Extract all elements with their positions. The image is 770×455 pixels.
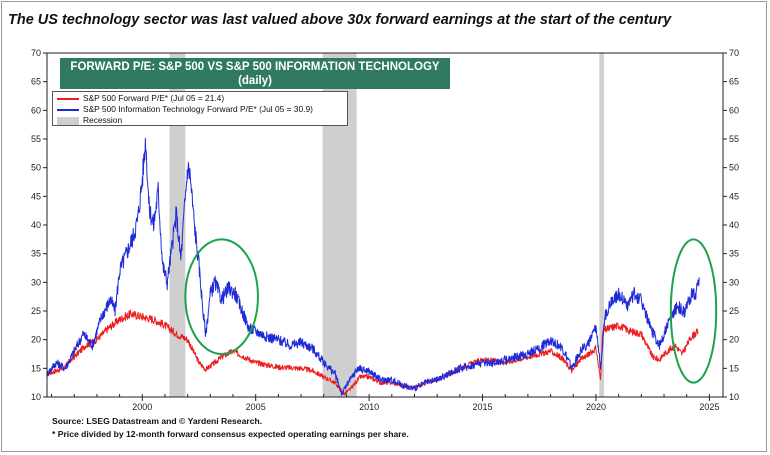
series-line-0 (46, 309, 699, 396)
y-tick-label-right-4: 30 (729, 277, 739, 287)
y-tick-label-left-6: 40 (31, 220, 41, 230)
x-tick-label-1: 2005 (246, 402, 266, 412)
y-tick-label-left-3: 25 (31, 306, 41, 316)
legend-label-sp500: S&P 500 Forward P/E* (Jul 05 = 21.4) (83, 93, 225, 103)
plot-frame (46, 52, 724, 398)
headline: The US technology sector was last valued… (8, 12, 672, 28)
y-tick-label-left-11: 65 (31, 77, 41, 87)
y-tick-label-left-7: 45 (31, 191, 41, 201)
legend-label-recession: Recession (83, 115, 123, 125)
footnotes: Source: LSEG Datastream and © Yardeni Re… (52, 415, 409, 440)
highlight-ellipse-0 (184, 238, 259, 355)
y-tick-label-right-2: 20 (729, 335, 739, 345)
definition-note: * Price divided by 12-month forward cons… (52, 428, 409, 439)
x-tick-label-2: 2010 (359, 402, 379, 412)
y-tick-label-left-2: 20 (31, 335, 41, 345)
recession-band-2 (599, 53, 604, 397)
y-tick-label-right-10: 60 (729, 105, 739, 115)
x-tick-label-5: 2025 (699, 402, 719, 412)
y-tick-label-left-9: 55 (31, 134, 41, 144)
y-tick-label-right-9: 55 (729, 134, 739, 144)
x-tick-label-4: 2020 (586, 402, 606, 412)
source-note: Source: LSEG Datastream and © Yardeni Re… (52, 416, 263, 426)
y-tick-label-left-1: 15 (31, 363, 41, 373)
y-tick-label-right-7: 45 (729, 191, 739, 201)
y-tick-label-left-10: 60 (31, 105, 41, 115)
x-tick-label-0: 2000 (132, 402, 152, 412)
y-tick-label-right-6: 40 (729, 220, 739, 230)
y-tick-label-left-5: 35 (31, 249, 41, 259)
legend-item-tech: S&P 500 Information Technology Forward P… (57, 104, 313, 115)
series-line-1 (46, 137, 700, 396)
legend-swatch-recession (57, 116, 79, 125)
legend-item-recession: Recession (57, 115, 122, 126)
y-tick-label-right-12: 70 (729, 48, 739, 58)
y-tick-label-right-3: 25 (729, 306, 739, 316)
y-tick-label-right-8: 50 (729, 163, 739, 173)
y-tick-label-left-0: 10 (31, 392, 41, 402)
legend-swatch-tech (57, 109, 79, 111)
y-tick-label-right-11: 65 (729, 77, 739, 87)
legend-label-tech: S&P 500 Information Technology Forward P… (83, 104, 313, 114)
y-tick-label-left-12: 70 (31, 48, 41, 58)
legend: S&P 500 Forward P/E* (Jul 05 = 21.4) S&P… (52, 91, 348, 126)
chart-title-box: FORWARD P/E: S&P 500 VS S&P 500 INFORMAT… (60, 58, 450, 89)
legend-item-sp500: S&P 500 Forward P/E* (Jul 05 = 21.4) (57, 93, 224, 104)
highlight-ellipse-1 (669, 238, 718, 384)
legend-swatch-sp500 (57, 98, 79, 100)
y-tick-label-left-4: 30 (31, 277, 41, 287)
y-tick-label-right-1: 15 (729, 363, 739, 373)
chart-subtitle: (daily) (238, 75, 272, 87)
y-tick-label-right-0: 10 (729, 392, 739, 402)
chart-title: FORWARD P/E: S&P 500 VS S&P 500 INFORMAT… (70, 61, 440, 73)
x-tick-label-3: 2015 (473, 402, 493, 412)
y-tick-label-left-8: 50 (31, 163, 41, 173)
y-tick-label-right-5: 35 (729, 249, 739, 259)
